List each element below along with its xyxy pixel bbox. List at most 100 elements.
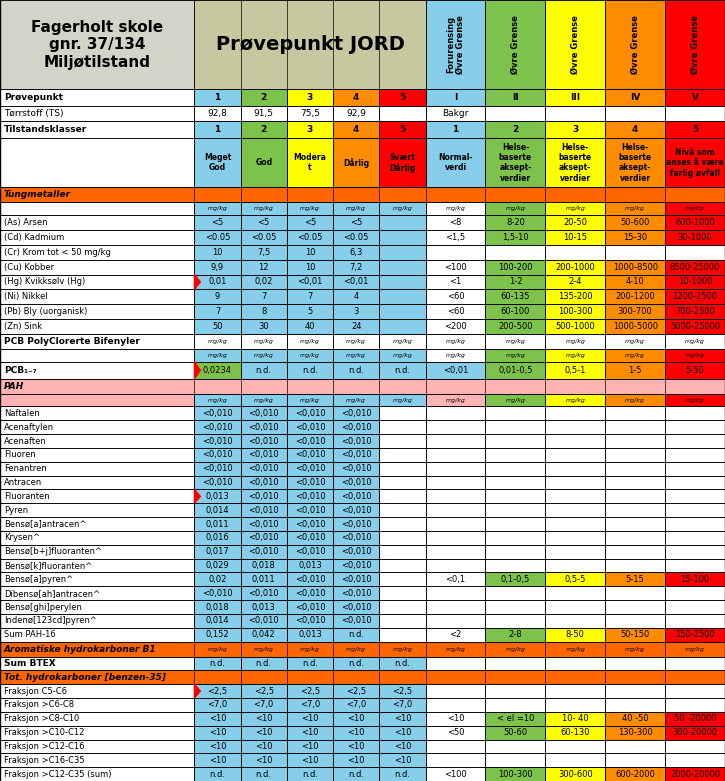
Bar: [545, 698, 605, 711]
Bar: [379, 420, 426, 434]
Text: 0,5-1: 0,5-1: [565, 366, 586, 375]
Text: I: I: [454, 94, 457, 102]
Bar: [0, 394, 194, 406]
Text: <0,010: <0,010: [341, 437, 371, 445]
Text: (Cu) Kobber: (Cu) Kobber: [4, 262, 54, 272]
Bar: [486, 490, 545, 503]
Bar: [287, 448, 333, 462]
Bar: [426, 711, 486, 726]
Text: 0,1-0,5: 0,1-0,5: [501, 575, 530, 584]
Bar: [665, 434, 725, 448]
Bar: [0, 657, 194, 670]
Text: <2,5: <2,5: [207, 686, 228, 696]
Bar: [665, 476, 725, 490]
Text: mg/kg: mg/kg: [446, 398, 465, 402]
Bar: [665, 0, 725, 89]
Text: <10: <10: [301, 742, 319, 751]
Bar: [665, 490, 725, 503]
Bar: [194, 334, 241, 349]
Bar: [333, 420, 379, 434]
Text: <10: <10: [209, 728, 226, 737]
Text: 91,5: 91,5: [254, 109, 274, 119]
Bar: [665, 274, 725, 290]
Text: <0,010: <0,010: [341, 575, 371, 584]
Bar: [426, 545, 486, 558]
Text: (Cr) Krom tot < 50 mg/kg: (Cr) Krom tot < 50 mg/kg: [4, 248, 111, 257]
Text: Tot. hydrokarboner [benzen-35]: Tot. hydrokarboner [benzen-35]: [4, 672, 166, 682]
Bar: [605, 614, 665, 628]
Bar: [379, 448, 426, 462]
Bar: [545, 726, 605, 740]
Text: 100-300: 100-300: [558, 307, 592, 316]
Text: Pyren: Pyren: [4, 506, 28, 515]
Bar: [241, 558, 287, 572]
Text: Antracen: Antracen: [4, 478, 42, 487]
Text: mg/kg: mg/kg: [446, 339, 465, 344]
Bar: [665, 406, 725, 420]
Text: <0.05: <0.05: [297, 233, 323, 242]
Text: 3: 3: [307, 94, 313, 102]
Text: <10: <10: [209, 756, 226, 765]
Bar: [194, 587, 241, 600]
Bar: [486, 259, 545, 274]
Text: <5: <5: [257, 218, 270, 227]
Text: mg/kg: mg/kg: [566, 647, 585, 651]
Bar: [545, 740, 605, 754]
Bar: [426, 290, 486, 305]
Bar: [241, 362, 287, 379]
Text: <0.05: <0.05: [251, 233, 276, 242]
Text: <0,010: <0,010: [249, 464, 279, 473]
Bar: [545, 106, 605, 121]
Text: mg/kg: mg/kg: [254, 353, 273, 358]
Bar: [665, 305, 725, 319]
Bar: [545, 462, 605, 476]
Bar: [194, 740, 241, 754]
Text: 0,013: 0,013: [252, 602, 276, 612]
Bar: [426, 490, 486, 503]
Text: <0,010: <0,010: [294, 451, 326, 459]
Bar: [287, 362, 333, 379]
Bar: [194, 545, 241, 558]
Text: <200: <200: [444, 322, 467, 331]
Bar: [194, 259, 241, 274]
Bar: [194, 394, 241, 406]
Bar: [194, 754, 241, 767]
Bar: [426, 215, 486, 230]
Bar: [486, 290, 545, 305]
Text: Prøvepunkt: Prøvepunkt: [4, 94, 63, 102]
Bar: [379, 334, 426, 349]
Bar: [665, 138, 725, 187]
Bar: [0, 138, 194, 187]
Text: Tilstandsklasser: Tilstandsklasser: [4, 125, 87, 134]
Bar: [194, 462, 241, 476]
Text: mg/kg: mg/kg: [300, 398, 320, 402]
Text: <0,010: <0,010: [294, 616, 326, 626]
Bar: [287, 476, 333, 490]
Text: Indenø[123cd]pyren^: Indenø[123cd]pyren^: [4, 616, 97, 626]
Bar: [665, 106, 725, 121]
Bar: [426, 215, 486, 230]
Bar: [665, 319, 725, 334]
Text: 0,017: 0,017: [206, 547, 229, 556]
Bar: [486, 587, 545, 600]
Text: 500-1000: 500-1000: [555, 322, 595, 331]
Text: <0.05: <0.05: [204, 233, 230, 242]
Bar: [426, 319, 486, 334]
Bar: [545, 334, 605, 349]
Text: 4: 4: [353, 125, 360, 134]
Bar: [287, 600, 333, 614]
Bar: [287, 138, 333, 187]
Bar: [0, 628, 194, 642]
Bar: [665, 628, 725, 642]
Bar: [0, 670, 725, 684]
Text: 0,029: 0,029: [206, 561, 229, 570]
Text: <10: <10: [255, 742, 273, 751]
Bar: [605, 394, 665, 406]
Bar: [486, 698, 545, 711]
Text: 0,042: 0,042: [252, 630, 276, 639]
Text: V: V: [692, 94, 699, 102]
Bar: [194, 202, 241, 215]
Text: Bensø[b+j]fluoranten^: Bensø[b+j]fluoranten^: [4, 547, 102, 556]
Bar: [333, 531, 379, 545]
Bar: [426, 0, 486, 89]
